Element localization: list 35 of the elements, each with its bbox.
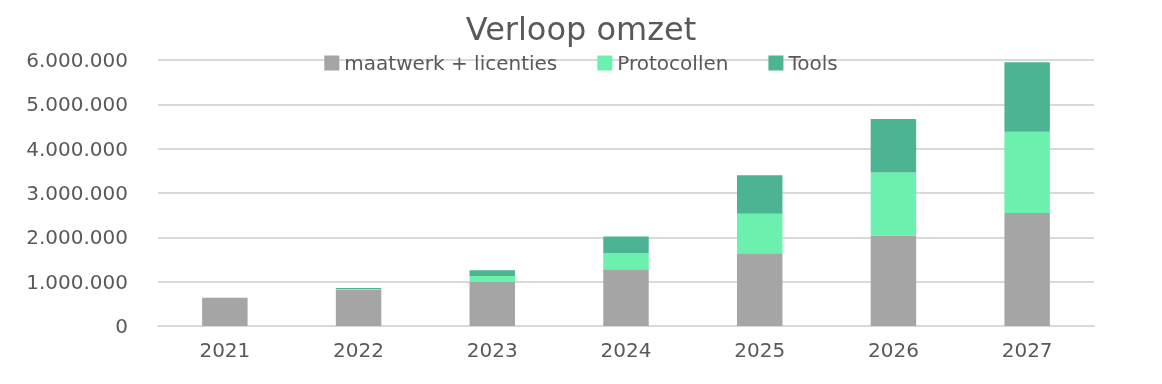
bar [1004, 131, 1050, 213]
y-tick-label: 5.000.000 [26, 92, 128, 117]
legend-label: Protocollen [617, 51, 729, 75]
legend-label: Tools [787, 51, 838, 75]
bar [736, 253, 783, 326]
x-tick-label: 2026 [867, 338, 919, 362]
x-tick-label: 2022 [333, 338, 385, 362]
bar [335, 289, 382, 326]
bar [1004, 62, 1050, 132]
y-tick-label: 3.000.000 [26, 181, 128, 205]
bar [469, 281, 516, 326]
bar [870, 172, 917, 236]
legend-label: maatwerk + licenties [344, 51, 558, 75]
x-tick-label: 2025 [734, 338, 786, 362]
y-tick-label: 6.000.000 [26, 48, 128, 72]
bar [603, 236, 649, 254]
y-tick-label: 1.000.000 [26, 269, 128, 294]
x-tick-label: 2023 [466, 338, 518, 362]
bar [603, 253, 649, 270]
bar [1004, 212, 1050, 326]
bar [603, 269, 649, 326]
bar [202, 297, 248, 326]
y-tick-label: 2.000.000 [26, 225, 128, 250]
y-tick-label: 4.000.000 [26, 136, 128, 161]
x-tick-label: 2021 [199, 338, 251, 362]
bar [469, 275, 516, 282]
bar [870, 118, 917, 173]
chart-title: Verloop omzet [465, 10, 697, 48]
bar [870, 235, 917, 326]
bar [469, 270, 516, 276]
x-tick-label: 2027 [1001, 338, 1053, 362]
y-tick-label: 0 [115, 314, 128, 338]
x-tick-label: 2024 [600, 338, 652, 362]
bar [736, 175, 783, 214]
bar [736, 213, 783, 254]
